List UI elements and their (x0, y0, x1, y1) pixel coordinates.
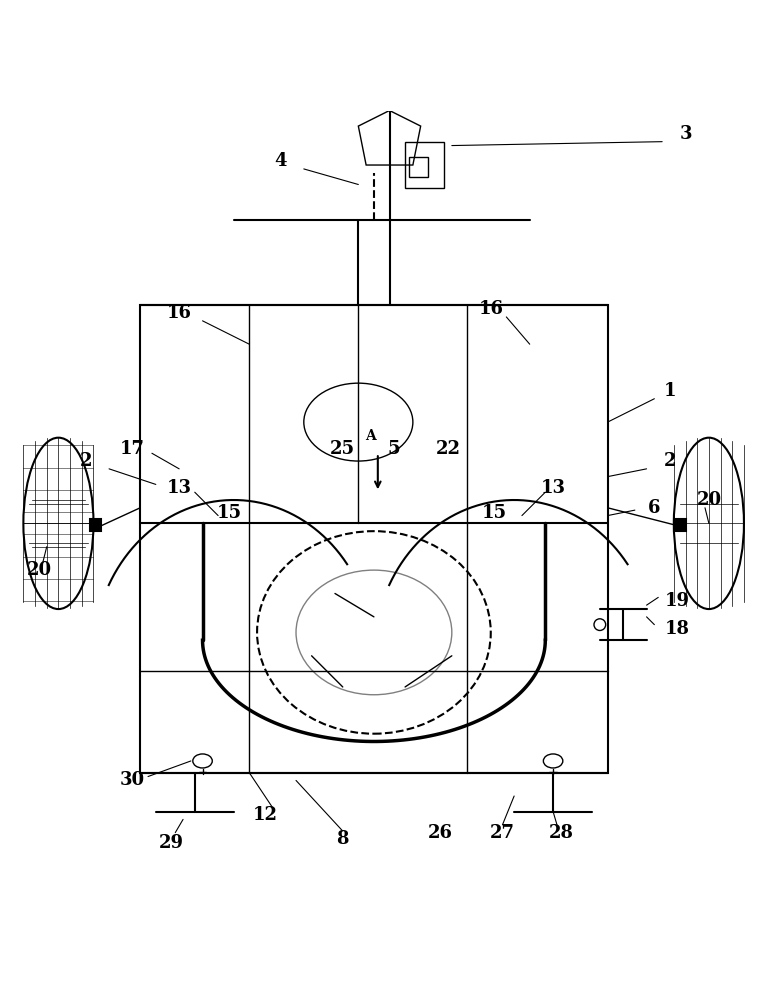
Text: 3: 3 (679, 125, 692, 143)
Text: 18: 18 (665, 620, 690, 638)
Text: 13: 13 (167, 479, 192, 497)
Text: 16: 16 (167, 304, 192, 322)
Text: 1: 1 (664, 382, 676, 400)
Text: 15: 15 (217, 504, 242, 522)
Text: 2: 2 (79, 452, 92, 470)
Bar (674, 519, 686, 531)
Text: 4: 4 (274, 152, 287, 170)
Bar (409, 157, 428, 177)
Text: 25: 25 (330, 440, 355, 458)
Text: 8: 8 (337, 830, 349, 848)
Ellipse shape (23, 438, 93, 609)
Text: 6: 6 (648, 499, 661, 517)
Text: 20: 20 (696, 491, 721, 509)
Text: 17: 17 (120, 440, 145, 458)
Text: 16: 16 (478, 300, 503, 318)
Text: 15: 15 (482, 504, 507, 522)
Text: 5: 5 (387, 440, 400, 458)
Text: 28: 28 (548, 824, 573, 842)
Text: 20: 20 (26, 561, 51, 579)
Bar (140, 305, 608, 773)
Bar (90, 519, 101, 531)
Ellipse shape (674, 438, 744, 609)
Text: 2: 2 (664, 452, 676, 470)
Text: 27: 27 (490, 824, 515, 842)
Text: 29: 29 (159, 834, 184, 852)
Text: 13: 13 (541, 479, 566, 497)
Text: 19: 19 (665, 592, 690, 610)
Bar (405, 142, 444, 188)
Text: 30: 30 (120, 771, 145, 789)
Text: 26: 26 (428, 824, 453, 842)
Text: 12: 12 (252, 806, 277, 824)
Text: 22: 22 (435, 440, 460, 458)
Text: A: A (365, 429, 375, 443)
